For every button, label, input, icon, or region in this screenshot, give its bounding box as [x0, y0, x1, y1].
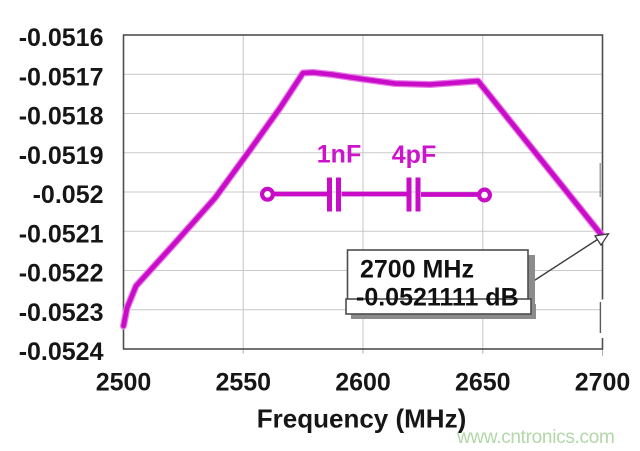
svg-text:-0.0517: -0.0517 — [19, 63, 104, 91]
svg-text:-0.0523: -0.0523 — [19, 299, 104, 327]
svg-text:-0.0524: -0.0524 — [19, 338, 104, 366]
svg-text:-0.0521111 dB: -0.0521111 dB — [356, 284, 519, 312]
svg-text:-0.0516: -0.0516 — [19, 24, 104, 52]
svg-text:www.cntronics.com: www.cntronics.com — [456, 427, 615, 448]
svg-text:Frequency (MHz): Frequency (MHz) — [257, 404, 466, 434]
svg-text:-0.0519: -0.0519 — [19, 142, 104, 170]
svg-text:2650: 2650 — [455, 369, 511, 397]
svg-text:-0.0518: -0.0518 — [19, 103, 104, 131]
svg-text:2550: 2550 — [215, 369, 271, 397]
svg-text:2600: 2600 — [335, 369, 391, 397]
svg-text:-0.052: -0.052 — [33, 181, 104, 209]
svg-text:2500: 2500 — [96, 369, 152, 397]
svg-text:-0.0522: -0.0522 — [19, 260, 104, 288]
svg-text:1nF: 1nF — [317, 141, 361, 169]
svg-text:4pF: 4pF — [392, 141, 436, 169]
svg-text:2700: 2700 — [575, 369, 631, 397]
svg-text:-0.0521: -0.0521 — [19, 220, 104, 248]
svg-text:2700 MHz: 2700 MHz — [360, 256, 474, 284]
